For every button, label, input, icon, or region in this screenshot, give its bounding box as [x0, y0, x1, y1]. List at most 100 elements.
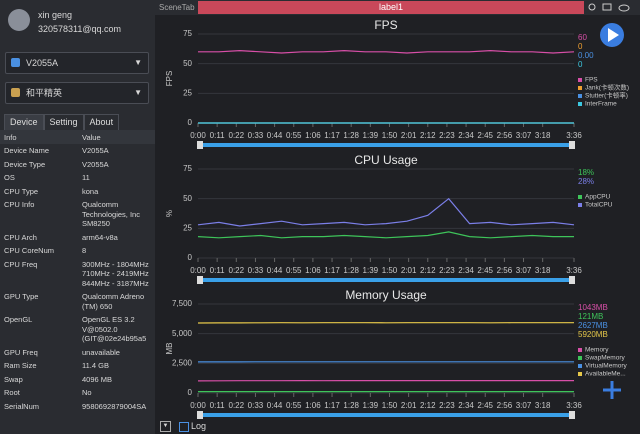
legend-swatch: [578, 348, 582, 352]
slider-handle[interactable]: [197, 141, 203, 149]
slider-handle[interactable]: [569, 276, 575, 284]
x-tick-label: 1:06: [305, 401, 321, 410]
y-tick-label: 5,000: [172, 329, 193, 338]
table-header: Info: [0, 130, 78, 144]
x-tick-label: 0:00: [190, 266, 206, 275]
bottom-bar: ▼ Log: [155, 419, 640, 434]
info-value: 11.4 GB: [82, 361, 109, 370]
avatar[interactable]: [8, 9, 30, 31]
x-tick-label: 0:44: [267, 131, 283, 140]
info-value: V2055A: [82, 159, 109, 169]
legend-label: AvailableMe...: [585, 371, 626, 378]
x-tick-label: 1:06: [305, 131, 321, 140]
x-tick-label: 3:36: [566, 401, 582, 410]
folder-icon[interactable]: [602, 3, 612, 11]
tab[interactable]: About: [83, 114, 120, 130]
table-row: OpenGL OpenGL ES 3.2 V@0502.0 (GIT@02e24b…: [0, 313, 155, 346]
play-icon: [608, 28, 619, 42]
table-row: GPU Type Qualcomm Adreno (TM) 650: [0, 290, 155, 313]
info-key: Root: [4, 388, 20, 397]
x-tick-label: 1:06: [305, 266, 321, 275]
add-button[interactable]: [603, 381, 621, 399]
x-tick-label: 0:55: [286, 401, 302, 410]
y-tick-label: 75: [183, 164, 192, 173]
chart-title: CPU Usage: [354, 153, 418, 167]
legend-swatch: [578, 364, 582, 368]
x-tick-label: 2:34: [458, 401, 474, 410]
legend-label: TotalCPU: [585, 202, 613, 209]
info-key: OS: [4, 173, 15, 182]
cloud-icon[interactable]: [618, 4, 630, 12]
y-axis-label: FPS: [165, 71, 174, 87]
x-tick-label: 2:45: [477, 266, 493, 275]
legend-swatch: [578, 94, 582, 98]
info-value: OpenGL ES 3.2 V@0502.0 (GIT@02e24b95a5: [82, 315, 147, 343]
x-tick-label: 2:12: [420, 266, 436, 275]
table-row: CPU Freq 300MHz - 1804MHz 710MHz - 2419MH…: [0, 258, 155, 291]
slider-handle[interactable]: [569, 141, 575, 149]
info-value: V2055A: [82, 146, 109, 155]
current-value: 0.00: [578, 51, 594, 60]
legend-label: Memory: [585, 347, 609, 354]
x-tick-label: 3:36: [566, 131, 582, 140]
info-key: Swap: [4, 374, 23, 384]
x-tick-label: 2:01: [401, 131, 417, 140]
info-value: arm64-v8a: [82, 232, 118, 242]
time-slider: [198, 413, 574, 417]
info-key: CPU Info: [4, 200, 35, 209]
top-bar: SceneTab label1: [155, 0, 640, 15]
x-tick-label: 0:22: [229, 266, 245, 275]
y-tick-label: 0: [188, 118, 193, 127]
dropdown-arrow: ▼: [134, 88, 142, 97]
dropdown-button[interactable]: ▼: [160, 421, 171, 432]
table-row: OS 11: [0, 171, 155, 185]
y-tick-label: 0: [188, 253, 193, 262]
info-value: Qualcomm Adreno (TM) 650: [82, 292, 145, 311]
x-tick-label: 3:18: [535, 401, 551, 410]
device-select[interactable]: V2055A ▼: [5, 52, 149, 74]
legend-label: VirtualMemory: [585, 363, 628, 370]
device-name: V2055A: [26, 58, 59, 68]
x-tick-label: 0:11: [210, 131, 226, 140]
legend-swatch: [578, 356, 582, 360]
table-row: SerialNum 9580692879004SA: [0, 400, 155, 414]
info-value: 9580692879004SA: [82, 401, 147, 411]
app-select[interactable]: 和平精英 ▼: [5, 82, 149, 104]
x-tick-label: 1:50: [382, 266, 398, 275]
log-checkbox[interactable]: [179, 422, 189, 432]
location-icon[interactable]: [588, 3, 596, 11]
x-tick-label: 3:18: [535, 131, 551, 140]
slider-handle[interactable]: [569, 411, 575, 419]
y-tick-label: 25: [183, 223, 192, 232]
slider-handle[interactable]: [197, 411, 203, 419]
current-value: 18%: [578, 168, 594, 177]
x-tick-label: 0:33: [248, 266, 264, 275]
label-tab[interactable]: label1: [198, 1, 584, 14]
info-key: GPU Type: [4, 292, 39, 301]
x-tick-label: 0:22: [229, 131, 245, 140]
x-tick-label: 3:07: [516, 401, 532, 410]
legend-swatch: [578, 372, 582, 376]
table-row: Device Name V2055A: [0, 144, 155, 158]
x-tick-label: 1:50: [382, 401, 398, 410]
x-tick-label: 3:18: [535, 266, 551, 275]
y-tick-label: 25: [183, 88, 192, 97]
info-key: CPU Arch: [4, 232, 37, 242]
y-tick-label: 7,500: [172, 299, 193, 308]
slider-handle[interactable]: [197, 276, 203, 284]
tab[interactable]: Setting: [43, 114, 84, 130]
x-tick-label: 1:50: [382, 131, 398, 140]
x-tick-label: 2:56: [497, 131, 513, 140]
tab[interactable]: Device: [4, 114, 44, 130]
x-tick-label: 1:28: [343, 401, 359, 410]
x-tick-label: 1:39: [363, 401, 379, 410]
x-tick-label: 1:28: [343, 131, 359, 140]
app-icon: [11, 88, 20, 97]
y-tick-label: 2,500: [172, 358, 193, 367]
x-tick-label: 1:17: [324, 401, 340, 410]
x-tick-label: 2:23: [439, 401, 455, 410]
legend-label: Jank(卡顿次数): [585, 83, 629, 92]
scene-tab[interactable]: SceneTab: [159, 3, 195, 12]
user-name: xin geng: [38, 10, 73, 20]
legend-swatch: [578, 203, 582, 207]
